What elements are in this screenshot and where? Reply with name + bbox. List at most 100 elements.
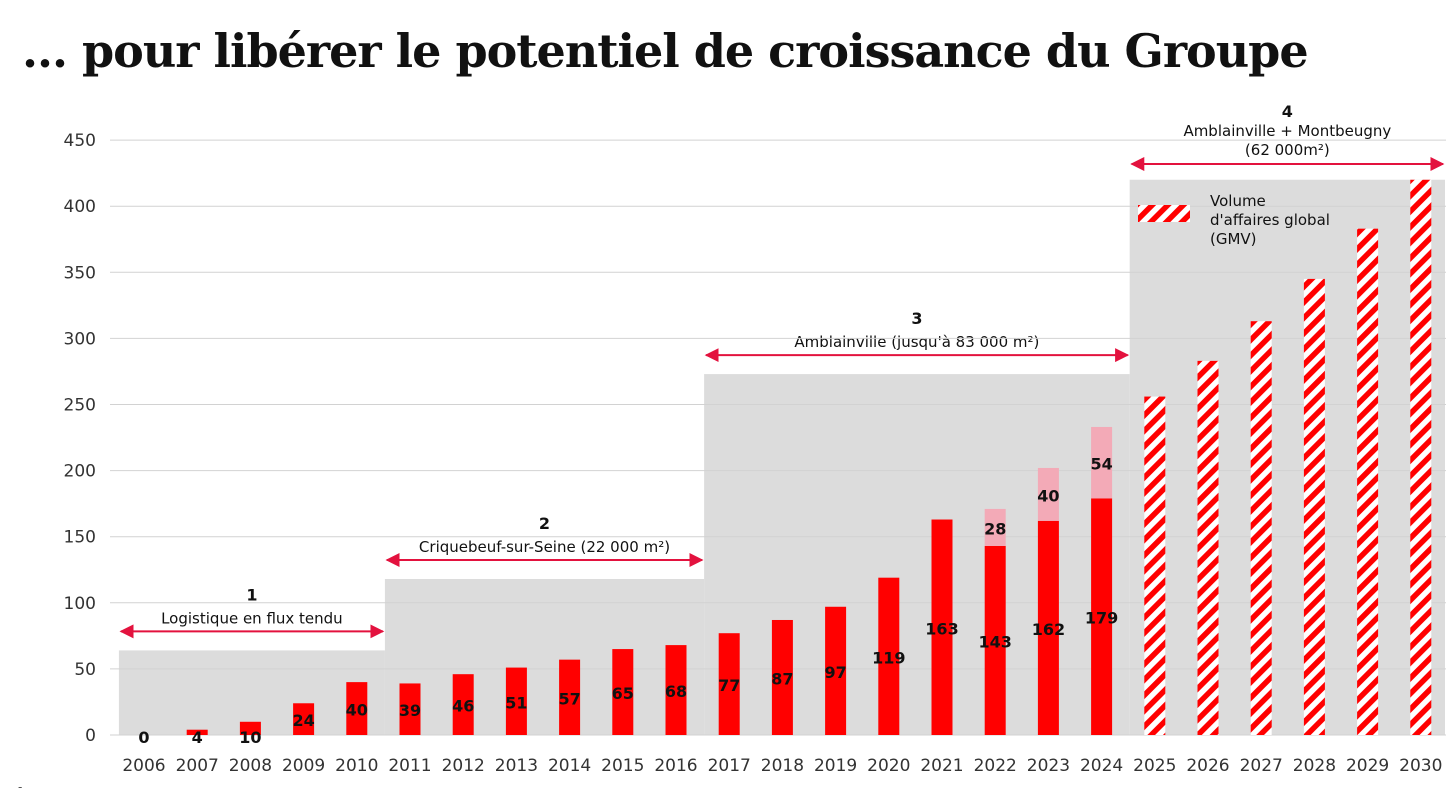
x-tick-label-2028: 2028 [1293, 756, 1336, 776]
phase-1-background [118, 650, 385, 735]
x-tick-label-2016: 2016 [654, 756, 697, 776]
bar-2010 [346, 682, 368, 735]
phase-3-background [704, 374, 1130, 735]
legend-label: (GMV) [1210, 230, 1257, 248]
data-label-2019: 97 [824, 663, 846, 682]
data-label-2021: 163 [925, 619, 958, 638]
x-tick-label-2027: 2027 [1240, 756, 1283, 776]
x-tick-label-2010: 2010 [335, 756, 378, 776]
x-tick-label-2015: 2015 [601, 756, 644, 776]
bar-2013 [505, 667, 527, 735]
y-tick-label: 250 [64, 396, 96, 416]
x-tick-label-2013: 2013 [495, 756, 538, 776]
bar-gmv-2029 [1357, 228, 1379, 735]
bar-2011 [399, 683, 421, 735]
data-label-complement-2023: 40 [1037, 486, 1059, 505]
legend-label: Volume [1210, 192, 1266, 210]
data-label-complement-2024: 54 [1090, 455, 1112, 474]
y-tick-label: 350 [64, 263, 96, 283]
x-tick-label-2017: 2017 [708, 756, 751, 776]
bar-2016 [665, 645, 687, 735]
x-tick-label-2011: 2011 [388, 756, 431, 776]
y-tick-label: 50 [74, 660, 96, 680]
x-tick-label-2006: 2006 [122, 756, 165, 776]
data-label-2024: 179 [1085, 609, 1118, 628]
x-tick-label-2012: 2012 [442, 756, 485, 776]
bar-2014 [559, 659, 581, 735]
bar-2020 [878, 577, 900, 735]
bar-2022 [984, 545, 1006, 735]
phase-number: 1 [246, 585, 257, 604]
data-label-2013: 51 [505, 693, 527, 712]
data-label-2014: 57 [558, 689, 580, 708]
x-tick-label-2019: 2019 [814, 756, 857, 776]
y-tick-label: 150 [64, 528, 96, 548]
phase-label-line2: (62 000m²) [1245, 141, 1330, 159]
data-label-2006: 0 [138, 728, 149, 747]
bar-2023 [1037, 520, 1059, 735]
x-tick-label-2026: 2026 [1186, 756, 1229, 776]
bar-gmv-2026 [1197, 360, 1219, 735]
bar-gmv-2030 [1410, 179, 1432, 735]
bar-complement-2023 [1037, 467, 1059, 521]
y-tick-label: 400 [64, 197, 96, 217]
phase-label: Amblainville (jusqu'à 83 000 m²) [794, 333, 1039, 351]
y-tick-label: 450 [64, 131, 96, 151]
bar-2017 [718, 633, 740, 735]
x-tick-label-2009: 2009 [282, 756, 325, 776]
phase-number: 4 [1282, 102, 1293, 121]
data-label-2018: 87 [771, 669, 793, 688]
phase-2-background [384, 579, 705, 735]
data-label-2010: 40 [346, 701, 368, 720]
bar-complement-2024 [1091, 426, 1113, 499]
data-label-2020: 119 [872, 648, 905, 667]
phase-label: Logistique en flux tendu [161, 609, 343, 627]
bar-2012 [452, 674, 474, 735]
bar-2021 [931, 519, 953, 735]
x-tick-label-2022: 2022 [974, 756, 1017, 776]
legend-swatch-hatched [1138, 205, 1190, 222]
data-label-2023: 162 [1032, 620, 1065, 639]
page-title: … pour libérer le potentiel de croissanc… [22, 24, 1309, 78]
y-tick-label: 100 [64, 594, 96, 614]
bar-gmv-2028 [1303, 278, 1325, 735]
data-label-2022: 143 [978, 632, 1011, 651]
bar-gmv-2027 [1250, 321, 1272, 735]
data-label-2017: 77 [718, 676, 740, 695]
x-tick-label-2021: 2021 [920, 756, 963, 776]
data-label-2015: 65 [612, 684, 634, 703]
x-tick-label-2029: 2029 [1346, 756, 1389, 776]
x-tick-label-2030: 2030 [1399, 756, 1442, 776]
bar-2024 [1091, 498, 1113, 735]
bar-2019 [825, 606, 847, 735]
y-tick-label: 0 [85, 726, 96, 746]
x-tick-label-2023: 2023 [1027, 756, 1070, 776]
bar-2007 [186, 729, 208, 735]
phase-4-background [1129, 179, 1445, 735]
bar-2008 [239, 721, 261, 735]
bar-2015 [612, 649, 634, 735]
x-tick-label-2020: 2020 [867, 756, 910, 776]
phase-number: 2 [539, 514, 550, 533]
x-tick-label-2008: 2008 [229, 756, 272, 776]
data-label-2012: 46 [452, 697, 474, 716]
legend-label: d'affaires global [1210, 211, 1330, 229]
x-tick-label-2025: 2025 [1133, 756, 1176, 776]
y-tick-label: 300 [64, 329, 96, 349]
bar-2009 [293, 703, 315, 735]
phase-label: Amblainville + Montbeugny [1183, 122, 1391, 140]
data-label-2016: 68 [665, 682, 687, 701]
x-tick-label-2018: 2018 [761, 756, 804, 776]
y-tick-label: 200 [64, 462, 96, 482]
x-tick-label-2007: 2007 [176, 756, 219, 776]
footer-mark: - [18, 780, 23, 794]
phase-number: 3 [911, 309, 922, 328]
data-label-complement-2022: 28 [984, 519, 1006, 538]
x-tick-label-2024: 2024 [1080, 756, 1123, 776]
bar-complement-2022 [984, 508, 1006, 546]
phase-label: Criquebeuf-sur-Seine (22 000 m²) [419, 538, 670, 556]
data-label-2007: 4 [192, 728, 203, 747]
data-label-2008: 10 [239, 728, 261, 747]
bar-2018 [771, 619, 793, 735]
